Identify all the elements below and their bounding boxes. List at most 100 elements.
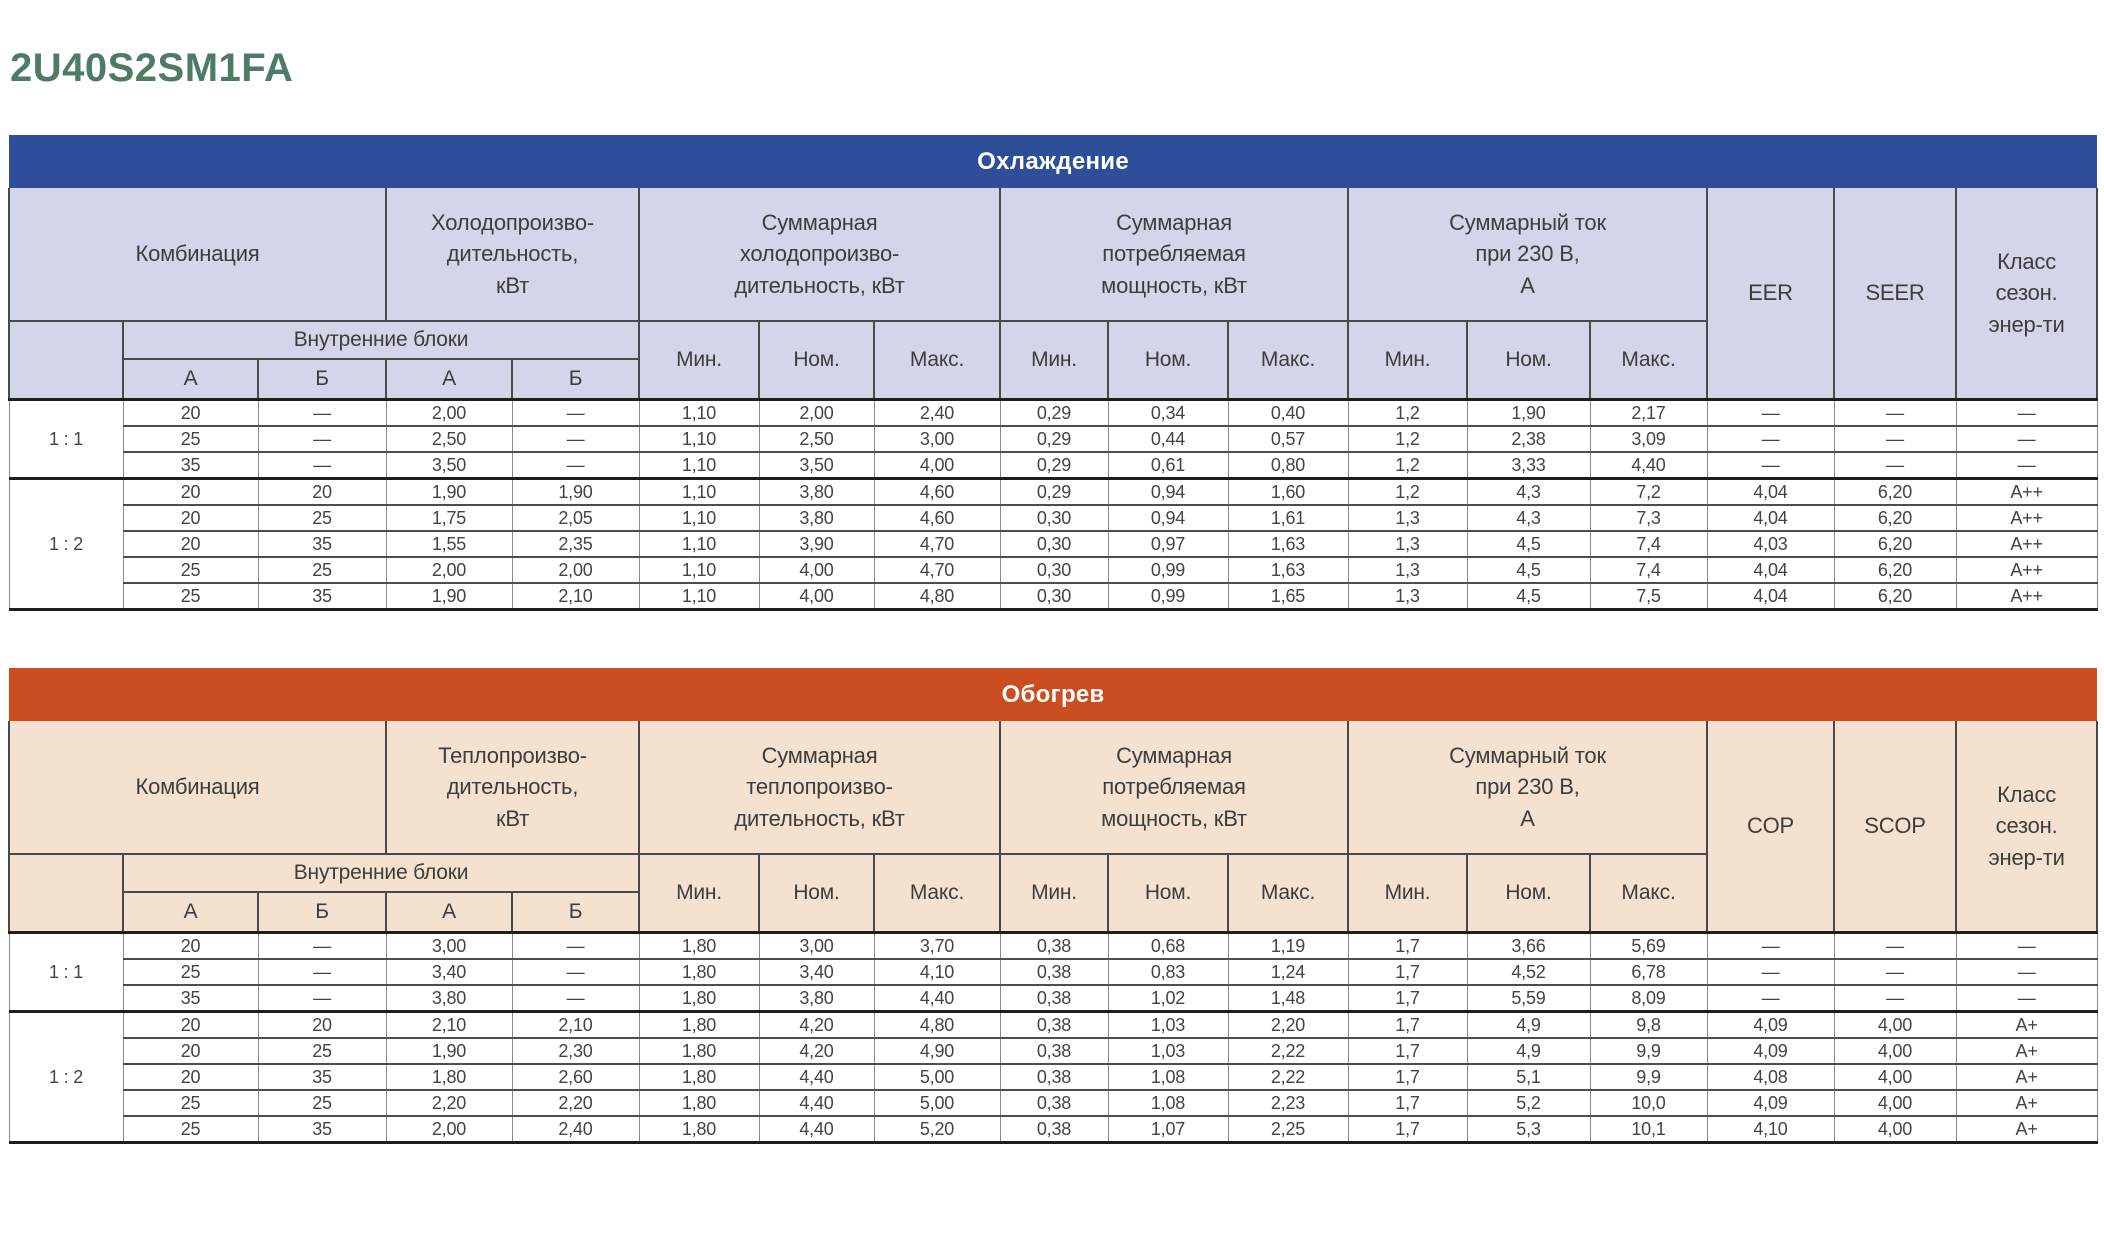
data-cell: 0,30 — [999, 530, 1109, 558]
data-cell: 1,2 — [1347, 477, 1468, 506]
col-header-min: Мин. — [1347, 321, 1468, 401]
data-cell: 0,30 — [999, 504, 1109, 532]
col-header-efficiency: EER — [1706, 188, 1835, 401]
data-cell: — — [1955, 425, 2098, 453]
data-cell: 20 — [122, 1037, 259, 1065]
data-cell: 6,20 — [1833, 582, 1957, 611]
data-cell: 2,25 — [1227, 1115, 1349, 1144]
data-cell: 5,20 — [873, 1115, 1001, 1144]
data-cell: 2,00 — [385, 556, 513, 584]
data-cell: A++ — [1955, 504, 2098, 532]
col-header-seasonal-efficiency: SCOP — [1833, 721, 1957, 934]
data-cell: — — [1955, 958, 2098, 986]
col-header-indoor-units: Внутренние блоки — [122, 854, 640, 893]
col-header-energy-class: Класс сезон. энер-ти — [1954, 188, 2099, 401]
data-cell: 1,80 — [638, 1089, 760, 1117]
col-header-seasonal-efficiency: SEER — [1833, 188, 1957, 401]
data-cell: 1,63 — [1227, 556, 1349, 584]
col-header-total-current: Суммарный ток при 230 В, А — [1347, 721, 1708, 855]
col-header-nom: Ном. — [1466, 321, 1591, 401]
data-cell: 4,80 — [873, 582, 1001, 611]
table-row: 25 35 2,00 2,40 1,80 4,40 5,20 0,38 1,07 2,25 1,7 5… — [9, 1115, 2098, 1144]
col-header-capacity: Теплопроизво- дительность, кВт — [385, 721, 640, 855]
col-header-max: Макс. — [1589, 321, 1708, 401]
data-cell: 20 — [122, 504, 259, 532]
data-cell: 2,05 — [511, 504, 640, 532]
data-cell: 1,10 — [638, 556, 760, 584]
data-cell: 1,63 — [1227, 530, 1349, 558]
data-cell: 1,08 — [1107, 1089, 1229, 1117]
data-cell: 2,20 — [385, 1089, 513, 1117]
data-cell: 1,10 — [638, 530, 760, 558]
col-header-nom: Ном. — [758, 321, 875, 401]
data-cell: 3,80 — [758, 477, 875, 506]
col-header-capacity: Холодопроизво- дительность, кВт — [385, 188, 640, 322]
data-cell: 4,10 — [1706, 1115, 1835, 1144]
data-cell: 4,00 — [758, 582, 875, 611]
data-cell: 0,97 — [1107, 530, 1229, 558]
data-cell: 4,9 — [1466, 1010, 1591, 1039]
data-cell: 1,3 — [1347, 504, 1468, 532]
col-header-indoor-units: Внутренние блоки — [122, 321, 640, 360]
data-cell: 3,40 — [385, 958, 513, 986]
data-cell: 1,3 — [1347, 556, 1468, 584]
data-cell: 20 — [257, 1010, 387, 1039]
data-cell: 0,30 — [999, 582, 1109, 611]
col-header-efficiency: COP — [1706, 721, 1835, 934]
col-header-max: Макс. — [873, 854, 1001, 934]
table-row: 1 : 1 20—3,00—1,80 3,00 3,70 0,38 0,68 1,19 1,7… — [8, 931, 2098, 1013]
data-cell: 4,04 — [1706, 582, 1835, 611]
col-header-combination: Комбинация — [8, 188, 387, 322]
col-header-min: Мин. — [999, 321, 1109, 401]
data-cell: 0,83 — [1107, 958, 1229, 986]
data-cell: 1,61 — [1227, 504, 1349, 532]
data-cell: 1,80 — [638, 958, 760, 986]
data-cell: 1,90 — [385, 1037, 513, 1065]
data-cell: 2,10 — [511, 582, 640, 611]
data-cell: — — [1706, 931, 1835, 960]
data-cell: 2,10 — [511, 1010, 640, 1039]
data-cell: 4,90 — [873, 1037, 1001, 1065]
col-header-max: Макс. — [1227, 854, 1349, 934]
data-cell: 1,7 — [1347, 1089, 1468, 1117]
data-cell: 1,10 — [638, 477, 760, 506]
data-cell: 4,08 — [1706, 1063, 1835, 1091]
data-cell: 1,90 — [1466, 398, 1591, 427]
data-cell: 20 — [122, 1063, 259, 1091]
data-cell: 0,44 — [1107, 425, 1229, 453]
data-cell: 25 — [122, 1115, 259, 1144]
data-cell: A++ — [1955, 582, 2098, 611]
data-cell: — — [1833, 958, 1957, 986]
data-cell: 1,80 — [638, 1063, 760, 1091]
table-row: 20 25 1,90 2,30 1,80 4,20 4,90 0,38 1,03 2,22 1,7 4… — [9, 1037, 2098, 1065]
data-cell: — — [257, 451, 387, 480]
page-title: 2U40S2SM1FA — [10, 46, 294, 90]
data-cell: 2,38 — [1466, 425, 1591, 453]
col-header-max: Макс. — [1227, 321, 1349, 401]
col-header-combination: Комбинация — [8, 721, 387, 855]
table-row: 20 25 1,75 2,05 1,10 3,80 4,60 0,30 0,94 1,61 1,3 4… — [9, 504, 2098, 532]
data-cell: 20 — [122, 398, 259, 427]
data-cell: — — [1833, 425, 1957, 453]
data-cell: 4,60 — [873, 477, 1001, 506]
data-cell: A+ — [1955, 1089, 2098, 1117]
data-cell: 0,29 — [999, 425, 1109, 453]
data-cell: 9,9 — [1589, 1037, 1708, 1065]
spec-tables: Охлаждение Комбинация Холодопроизво- дител… — [0, 135, 2104, 1144]
data-cell: 4,00 — [1833, 1063, 1957, 1091]
data-cell: — — [511, 984, 640, 1013]
data-cell: 1,7 — [1347, 931, 1468, 960]
data-cell: 7,2 — [1589, 477, 1708, 506]
ratio-cell: 1 : 2 — [8, 1010, 124, 1144]
data-cell: 35 — [257, 582, 387, 611]
data-cell: 7,4 — [1589, 556, 1708, 584]
data-cell: 1,60 — [1227, 477, 1349, 506]
data-cell: 1,07 — [1107, 1115, 1229, 1144]
data-cell: 4,00 — [758, 556, 875, 584]
data-cell: 7,5 — [1589, 582, 1708, 611]
data-cell: 4,09 — [1706, 1089, 1835, 1117]
data-cell: 25 — [122, 958, 259, 986]
data-cell: 2,23 — [1227, 1089, 1349, 1117]
